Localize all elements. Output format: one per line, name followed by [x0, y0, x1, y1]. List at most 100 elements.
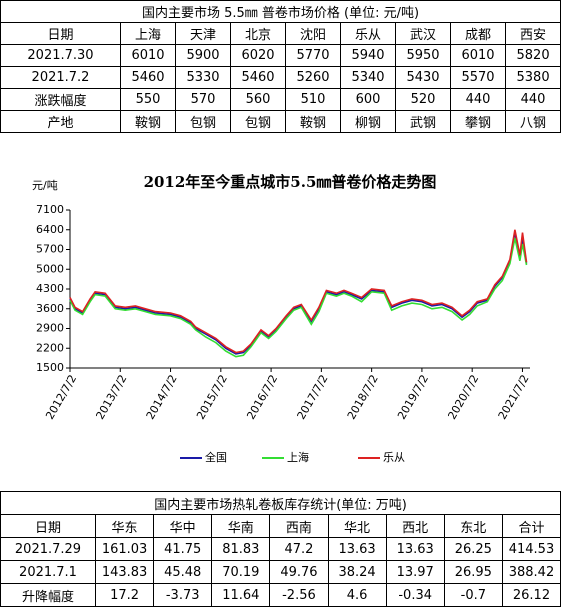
- cell: 388.42: [501, 560, 561, 584]
- cell: 47.2: [269, 537, 329, 561]
- series-line: [69, 229, 528, 354]
- data-row: 2021.7.1 143.83 45.48 70.19 49.76 38.24 13.97 2…: [0, 560, 561, 584]
- cell: 560: [230, 88, 286, 111]
- header-row: 日期 华东 华中 华南 西南 华北 西北 东北 合计: [0, 514, 561, 538]
- cell: 武钢: [395, 110, 451, 133]
- cell: 攀钢: [450, 110, 506, 133]
- cell: 5950: [395, 44, 451, 67]
- cell: 45.48: [153, 560, 213, 584]
- cell: 5940: [340, 44, 396, 67]
- cell: 41.75: [153, 537, 213, 561]
- cell: 11.64: [211, 583, 271, 607]
- data-row: 2021.7.30 6010 5900 6020 5770 5940 5950 6010 582…: [0, 44, 561, 67]
- y-tick-label: 6400: [36, 223, 64, 236]
- y-tick-label: 3600: [36, 302, 64, 315]
- y-tick-label: 1500: [36, 361, 64, 374]
- cell: 产地: [0, 110, 121, 133]
- cell: 510: [285, 88, 341, 111]
- y-axis-label: 元/吨: [32, 179, 58, 192]
- y-tick-label: 2200: [36, 341, 64, 354]
- legend-label: 上海: [287, 450, 309, 464]
- series-line: [69, 238, 528, 358]
- series-line: [69, 232, 528, 355]
- header-row: 日期 上海 天津 北京 沈阳 乐从 武汉 成都 西安: [0, 22, 561, 45]
- y-tick-label: 4300: [36, 282, 64, 295]
- y-tick-label: 5000: [36, 262, 64, 275]
- cell: 2021.7.2: [0, 66, 121, 89]
- price-table: 国内主要市场 5.5㎜ 普卷市场价格 (单位: 元/吨) 日期 上海 天津 北京 沈阳 乐从…: [0, 0, 561, 133]
- cell: 4.6: [327, 583, 387, 607]
- x-tick-label: 2014/7/2: [144, 373, 180, 422]
- x-tick-label: 2018/7/2: [345, 373, 381, 422]
- header-cell: 华中: [153, 514, 213, 538]
- cell: 13.63: [327, 537, 387, 561]
- cell: 143.83: [94, 560, 155, 584]
- chart-title: 2012年至今重点城市5.5㎜普卷价格走势图: [144, 173, 437, 191]
- header-cell: 日期: [0, 514, 96, 538]
- chart: 2012年至今重点城市5.5㎜普卷价格走势图 元/吨 1500 2200 2900 3…: [32, 173, 532, 464]
- cell: 81.83: [211, 537, 271, 561]
- data-row: 2021.7.29 161.03 41.75 81.83 47.2 13.63 13.63 2…: [0, 537, 561, 561]
- cell: -3.73: [153, 583, 213, 607]
- header-cell: 华北: [327, 514, 387, 538]
- x-tick-label: 2021/7/2: [496, 373, 532, 422]
- legend-label: 乐从: [383, 451, 405, 464]
- cell: 70.19: [211, 560, 271, 584]
- x-tick-label: 2012/7/2: [43, 373, 79, 422]
- data-row: 2021.7.2 5460 5330 5460 5260 5340 5430 5570 5380: [0, 66, 561, 89]
- data-row: 产地 鞍钢 包钢 包钢 鞍钢 柳钢 武钢 攀钢 八钢: [0, 110, 561, 133]
- cell: 26.25: [443, 537, 503, 561]
- header-cell: 西北: [385, 514, 445, 538]
- cell: 49.76: [269, 560, 329, 584]
- cell: 包钢: [175, 110, 231, 133]
- cell: 柳钢: [340, 110, 396, 133]
- header-cell: 华东: [94, 514, 155, 538]
- stock-table: 国内主要市场热轧卷板库存统计(单位: 万吨) 日期 华东 华中 华南 西南 华北 西北 东北 合计…: [0, 491, 561, 607]
- cell: 38.24: [327, 560, 387, 584]
- x-tick-label: 2013/7/2: [94, 373, 130, 422]
- legend-label: 全国: [205, 450, 227, 464]
- cell: 13.97: [385, 560, 445, 584]
- cell: 26.95: [443, 560, 503, 584]
- y-tick-label: 5700: [36, 243, 64, 256]
- cell: 包钢: [230, 110, 286, 133]
- cell: 5460: [120, 66, 176, 89]
- cell: 440: [450, 88, 506, 111]
- y-tick-label: 2900: [36, 322, 64, 335]
- header-cell: 华南: [211, 514, 271, 538]
- cell: -2.56: [269, 583, 329, 607]
- cell: -0.7: [443, 583, 503, 607]
- cell: 520: [395, 88, 451, 111]
- header-cell: 合计: [501, 514, 561, 538]
- y-tick-label: 7100: [36, 203, 64, 216]
- x-tick-label: 2015/7/2: [194, 373, 230, 422]
- table-title: 国内主要市场热轧卷板库存统计(单位: 万吨): [0, 491, 561, 515]
- cell: 2021.7.29: [0, 537, 96, 561]
- cell: -0.34: [385, 583, 445, 607]
- title-row: 国内主要市场热轧卷板库存统计(单位: 万吨): [0, 491, 561, 515]
- x-tick-label: 2019/7/2: [395, 373, 431, 422]
- cell: 17.2: [94, 583, 155, 607]
- cell: 鞍钢: [285, 110, 341, 133]
- cell: 5570: [450, 66, 506, 89]
- x-tick-label: 2020/7/2: [445, 373, 481, 422]
- cell: 6010: [450, 44, 506, 67]
- cell: 550: [120, 88, 176, 111]
- header-cell: 东北: [443, 514, 503, 538]
- header-cell: 西安: [504, 22, 561, 45]
- cell: 26.12: [501, 583, 561, 607]
- header-cell: 北京: [230, 22, 286, 45]
- cell: 升降幅度: [0, 583, 96, 607]
- cell: 414.53: [501, 537, 561, 561]
- cell: 5900: [175, 44, 231, 67]
- header-cell: 西南: [269, 514, 329, 538]
- data-row: 升降幅度 17.2 -3.73 11.64 -2.56 4.6 -0.34 -0.7 26.12: [0, 583, 561, 607]
- cell: 13.63: [385, 537, 445, 561]
- cell: 5340: [340, 66, 396, 89]
- x-tick-label: 2017/7/2: [295, 373, 331, 422]
- cell: 161.03: [94, 537, 155, 561]
- cell: 八钢: [504, 110, 561, 133]
- cell: 5330: [175, 66, 231, 89]
- cell: 2021.7.1: [0, 560, 96, 584]
